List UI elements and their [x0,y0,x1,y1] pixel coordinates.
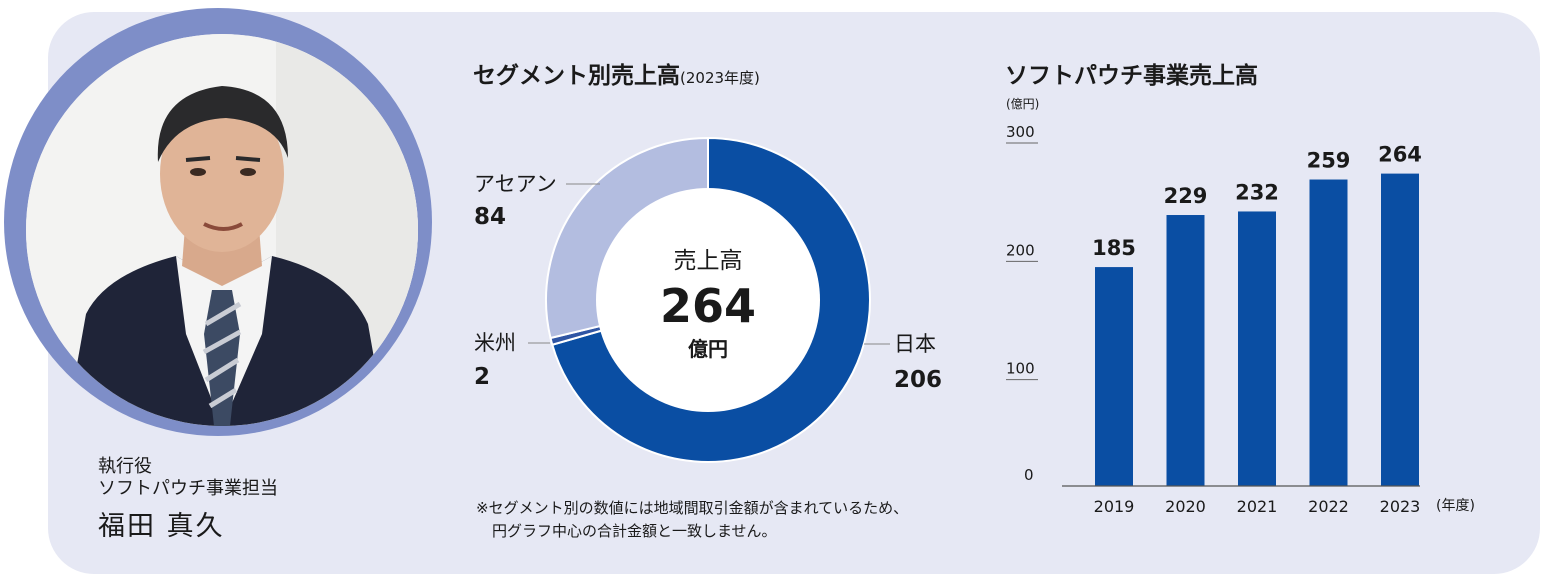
x-tick-label-2023: 2023 [1380,497,1421,516]
bar-y-axis-label: (億円) [1006,97,1039,111]
bar-2021 [1238,211,1276,486]
donut-chart-title: セグメント別売上高(2023年度) [473,56,760,90]
donut-subtitle: (2023年度) [680,69,760,87]
x-tick-label-2019: 2019 [1094,497,1135,516]
person-role-line2: ソフトパウチ事業担当 [98,478,278,499]
x-tick-label-2021: 2021 [1237,497,1278,516]
y-tick-label-0: 0 [1024,466,1034,484]
person-role-line1: 執行役 [98,456,152,477]
portrait-frame [4,8,432,436]
donut-center [596,188,820,412]
bar-chart-title: ソフトパウチ事業売上高 [1005,63,1258,89]
donut-title-text: セグメント別売上高 [473,63,680,89]
y-tick-label-3: 300 [1006,123,1035,141]
person-illustration [26,34,418,426]
y-tick-label-1: 100 [1006,360,1035,378]
y-tick-label-2: 200 [1006,241,1035,259]
x-tick-label-2020: 2020 [1165,497,1206,516]
footnote: ※セグメント別の数値には地域間取引金額が含まれているため、 円グラフ中心の合計金… [476,497,908,543]
slice-value-asean: 84 [474,204,506,230]
footnote-line2: 円グラフ中心の合計金額と一致しません。 [492,522,777,540]
slice-label-japan: 日本 [894,332,936,356]
bar-value-label-2023: 264 [1378,143,1422,167]
bar-x-axis-label: (年度) [1436,498,1475,514]
donut-center-unit: 億円 [688,337,728,361]
portrait-photo [26,34,418,426]
footnote-line1: ※セグメント別の数値には地域間取引金額が含まれているため、 [476,499,909,517]
bar-2023 [1381,173,1419,486]
slice-value-americas: 2 [474,364,490,390]
donut-center-label: 売上高 [674,248,743,274]
slice-label-americas: 米州 [474,331,516,355]
bar-2020 [1166,215,1205,486]
slice-value-japan: 206 [894,367,942,393]
bar-2019 [1095,267,1133,486]
x-tick-label-2022: 2022 [1308,497,1349,516]
bar-value-label-2022: 259 [1307,149,1351,173]
slice-label-asean: アセアン [474,172,557,196]
bar-value-label-2021: 232 [1235,180,1279,204]
bar-2022 [1309,179,1348,486]
person-name: 福田 真久 [98,511,225,542]
donut-center-value: 264 [660,279,756,333]
bar-value-label-2020: 229 [1164,184,1208,208]
bar-value-label-2019: 185 [1092,236,1136,260]
